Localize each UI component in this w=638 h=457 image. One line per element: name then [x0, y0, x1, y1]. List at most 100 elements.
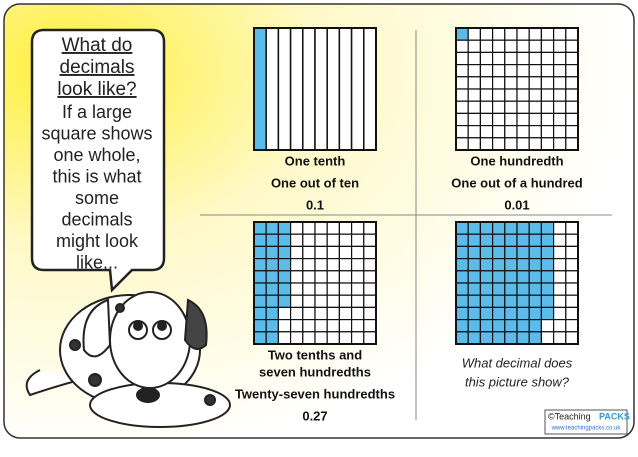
grid-cell [479, 331, 494, 345]
grid-cell [528, 331, 543, 345]
bubble-text: some [75, 188, 119, 208]
grid-cell [467, 270, 482, 284]
grid-cell [516, 100, 530, 114]
grid-cell [455, 331, 469, 345]
panel-label: One out of a hundred [451, 175, 582, 190]
grid-cell [540, 137, 555, 151]
grid-cell [516, 76, 530, 90]
grid-cell [565, 282, 579, 296]
grid-cell [455, 221, 469, 235]
grid-cell [552, 306, 567, 321]
grid-cell [290, 294, 304, 309]
panel-question: What decimal does [462, 355, 573, 370]
panel-label: One tenth [285, 153, 346, 168]
grid-cell [467, 294, 482, 309]
grid-cell [265, 233, 280, 247]
grid-cell [455, 63, 469, 78]
grid-cell [528, 88, 543, 102]
grid-cell [467, 39, 482, 54]
grid-cell [363, 270, 377, 284]
grid-cell [492, 245, 506, 260]
grid-cell [351, 331, 365, 345]
grid-cell [326, 306, 341, 321]
grid-cell [492, 88, 506, 102]
grid-cell [290, 270, 304, 284]
grid-cell [504, 294, 518, 309]
grid-cell [265, 331, 280, 345]
grid-border [253, 221, 377, 345]
grid-cell [467, 112, 482, 127]
grid-cell [479, 258, 494, 272]
grid-cell [302, 282, 316, 296]
grid-cell [565, 137, 579, 151]
grid-cell [516, 27, 530, 41]
grid-cell [552, 63, 567, 78]
grid-cell [492, 270, 506, 284]
grid-strip [363, 27, 377, 151]
grid-cell [492, 137, 506, 151]
grid-cell [540, 63, 555, 78]
grid-cell [455, 294, 469, 309]
panel-label: 0.27 [302, 408, 327, 423]
grid-cell [467, 88, 482, 102]
grid-cell [290, 306, 304, 321]
grid-border [455, 27, 579, 151]
grid-cell [565, 124, 579, 139]
grid-strip [350, 27, 365, 151]
grid-strip [302, 27, 316, 151]
bubble-title: look like? [57, 79, 136, 100]
grid-cell [265, 282, 280, 296]
grid-cell [253, 294, 267, 309]
decimal-grid [455, 221, 579, 345]
logo-box [544, 409, 628, 435]
grid-cell [253, 258, 267, 272]
grid-cell [565, 39, 579, 54]
grid-cell [516, 319, 530, 333]
grid-cell [467, 51, 482, 66]
grid-cell [455, 233, 469, 247]
grid-cell [290, 233, 304, 247]
grid-cell [552, 258, 567, 272]
grid-cell [455, 319, 469, 333]
grid-cell [552, 88, 567, 102]
grid-cell [540, 88, 555, 102]
grid-cell [540, 258, 555, 272]
grid-cell [516, 39, 530, 54]
grid-cell [504, 100, 518, 114]
grid-cell [265, 270, 280, 284]
grid-cell [552, 270, 567, 284]
grid-cell [253, 221, 267, 235]
grid-cell [467, 221, 482, 235]
grid-cell [492, 63, 506, 78]
grid-cell [565, 319, 579, 333]
grid-cell [552, 27, 567, 41]
grid-cell [314, 294, 328, 309]
grid-cell [565, 331, 579, 345]
grid-cell [528, 282, 543, 296]
grid-cell [504, 88, 518, 102]
grid-cell [528, 294, 543, 309]
grid-cell [351, 319, 365, 333]
grid-cell [565, 76, 579, 90]
grid-cell [504, 331, 518, 345]
grid-cell [277, 331, 292, 345]
grid-cell [253, 233, 267, 247]
grid-cell [516, 137, 530, 151]
grid-cell [455, 112, 469, 127]
decimal-grid [455, 27, 579, 151]
bubble-text: square shows [41, 123, 152, 143]
grid-cell [504, 282, 518, 296]
grid-cell [492, 233, 506, 247]
grid-cell [338, 294, 353, 309]
grid-cell [314, 221, 328, 235]
grid-cell [253, 270, 267, 284]
grid-cell [528, 245, 543, 260]
panel-label: Twenty-seven hundredths [235, 386, 395, 401]
grid-cell [540, 39, 555, 54]
grid-cell [565, 100, 579, 114]
grid-cell [479, 51, 494, 66]
grid-cell [455, 100, 469, 114]
grid-cell [314, 233, 328, 247]
grid-cell [492, 124, 506, 139]
